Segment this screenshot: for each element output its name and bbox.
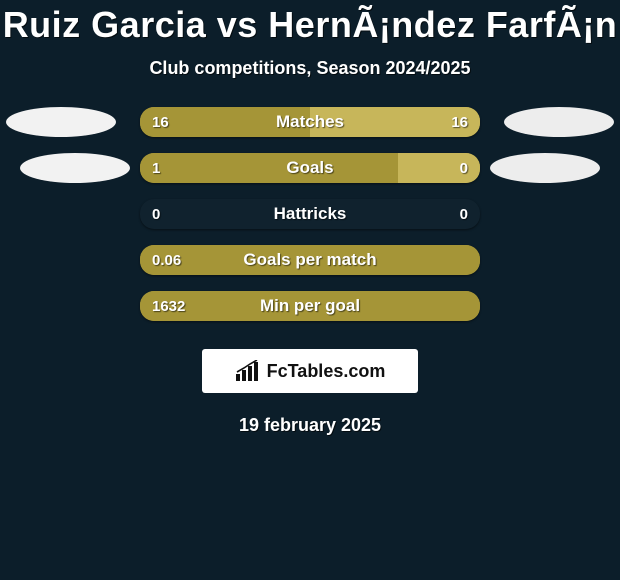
bar-fill-player2 — [398, 153, 480, 183]
bar-fill-player1 — [140, 291, 480, 321]
stat-label: Hattricks — [140, 204, 480, 224]
stat-row: Hattricks0 0 — [0, 199, 620, 229]
stat-value-player2: 0 — [460, 206, 468, 223]
stat-row: Goals per match0.06 — [0, 245, 620, 275]
comparison-infographic: Ruiz Garcia vs HernÃ¡ndez FarfÃ¡n Club c… — [0, 0, 620, 436]
bar-fill-player1 — [140, 245, 480, 275]
date-text: 19 february 2025 — [239, 415, 381, 436]
player2-badge — [490, 153, 600, 183]
page-subtitle: Club competitions, Season 2024/2025 — [149, 58, 470, 79]
player2-badge — [504, 107, 614, 137]
player1-badge — [6, 107, 116, 137]
player1-badge — [20, 153, 130, 183]
stat-bar: Goals per match0.06 — [140, 245, 480, 275]
stat-row: Min per goal1632 — [0, 291, 620, 321]
stat-row: Matches1616 — [0, 107, 620, 137]
stat-row: Goals10 — [0, 153, 620, 183]
page-title: Ruiz Garcia vs HernÃ¡ndez FarfÃ¡n — [3, 4, 618, 46]
logo-text: FcTables.com — [267, 361, 386, 382]
stat-bar: Goals10 — [140, 153, 480, 183]
stat-rows-container: Matches1616 Goals10 Hattricks0 0 Goals per m… — [0, 107, 620, 337]
stat-value-player1: 0 — [152, 206, 160, 223]
stat-bar: Hattricks0 0 — [140, 199, 480, 229]
stat-bar: Matches1616 — [140, 107, 480, 137]
chart-icon — [235, 360, 261, 382]
bar-fill-player1 — [140, 153, 398, 183]
stat-bar: Min per goal1632 — [140, 291, 480, 321]
bar-fill-player1 — [140, 107, 310, 137]
bar-fill-player2 — [310, 107, 480, 137]
logo-box: FcTables.com — [202, 349, 418, 393]
